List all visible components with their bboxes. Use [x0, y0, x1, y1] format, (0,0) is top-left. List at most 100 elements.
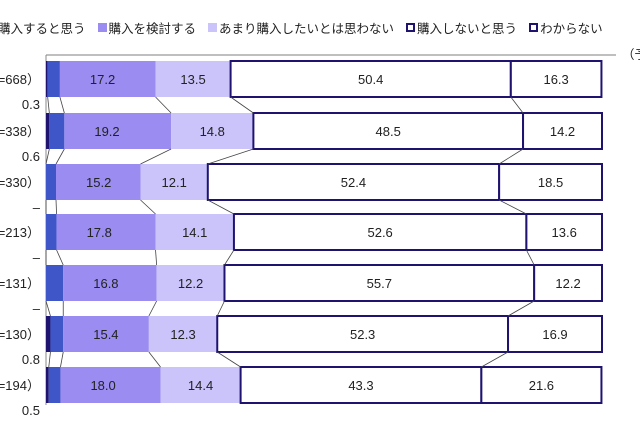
connector-line — [207, 148, 254, 165]
bar-segment — [533, 264, 604, 302]
data-label: 18.5 — [538, 175, 563, 190]
data-label: 19.2 — [94, 124, 119, 139]
bar-segment — [59, 61, 156, 97]
connector-line — [481, 351, 509, 368]
data-label: 52.6 — [367, 225, 392, 240]
legend-item: あまり購入したいとは思わない — [208, 18, 394, 37]
bar-segment — [46, 316, 51, 352]
connector-line — [45, 148, 50, 165]
bar-segment — [155, 61, 231, 97]
legend-item: 購入しないと思う — [406, 18, 517, 37]
connector-line — [155, 96, 172, 114]
connector-line — [230, 96, 254, 114]
bar-segment — [49, 113, 65, 149]
category-label: =131） — [0, 276, 40, 291]
data-label: 14.8 — [200, 124, 225, 139]
bar-segment — [56, 164, 141, 200]
bar-segment — [232, 213, 528, 251]
data-label: 52.3 — [350, 327, 375, 342]
category-label: =338） — [0, 124, 40, 139]
unit-label: （予 — [622, 47, 640, 62]
category-label: =194） — [0, 378, 40, 393]
connector-line — [510, 96, 524, 114]
bar-segment — [252, 112, 525, 150]
bar-segment — [46, 164, 57, 200]
data-label: 48.5 — [376, 124, 401, 139]
data-label: 0.8 — [22, 352, 40, 367]
bar-segment — [507, 315, 604, 353]
data-label: – — [33, 200, 41, 215]
legend-label: わからない — [540, 21, 603, 36]
bar-segment — [46, 61, 48, 97]
category-label: =130） — [0, 327, 40, 342]
bar-segment — [50, 316, 64, 352]
data-label: 0.5 — [22, 403, 40, 418]
bar-segment — [48, 367, 61, 403]
connector-line — [155, 249, 158, 266]
bar-segment — [148, 316, 218, 352]
legend-label: 購入すると思う — [0, 21, 86, 36]
legend-item: 購入を検討する — [97, 18, 197, 37]
legend-swatch — [208, 23, 218, 32]
data-label: 17.2 — [90, 72, 115, 87]
bar-segment — [47, 61, 60, 97]
legend-label: あまり購入したいとは思わない — [219, 21, 395, 36]
connector-line — [507, 300, 535, 317]
connector-line — [216, 300, 225, 317]
data-label: 12.2 — [555, 276, 580, 291]
connector-line — [498, 148, 524, 165]
bar-segment — [63, 316, 149, 352]
connector-line — [148, 351, 161, 368]
legend-item: わからない — [529, 18, 603, 37]
data-label: 14.1 — [182, 225, 207, 240]
data-label: 43.3 — [348, 378, 373, 393]
connector-line — [47, 96, 50, 114]
bar-segment — [239, 366, 483, 404]
legend-label: 購入しないと思う — [417, 21, 518, 36]
legend: 購入すると思う 購入を検討する あまり購入したいとは思わない 購入しないと思う わからな… — [0, 18, 603, 37]
bar-segment — [140, 164, 208, 200]
connector-line — [224, 249, 235, 266]
bar-segment — [498, 163, 604, 201]
data-label: 12.1 — [162, 175, 187, 190]
legend-swatch — [97, 23, 107, 32]
legend-label: 購入を検討する — [108, 21, 197, 36]
category-label: =668） — [0, 72, 40, 87]
connector-line — [55, 148, 65, 165]
data-label: 16.3 — [543, 72, 568, 87]
legend-swatch — [406, 23, 416, 32]
bar-segment — [223, 264, 536, 302]
bar-segment — [156, 265, 225, 301]
data-label: 0.6 — [22, 149, 40, 164]
data-label: 16.8 — [93, 276, 118, 291]
data-label: 14.4 — [188, 378, 213, 393]
data-label: 15.4 — [93, 327, 118, 342]
data-label: 17.8 — [87, 225, 112, 240]
bar-segment — [46, 214, 57, 250]
bar-segment — [206, 163, 501, 201]
connector-line — [207, 199, 235, 215]
bar-segment — [46, 367, 49, 403]
bar-segment — [46, 113, 50, 149]
data-label: 21.6 — [529, 378, 554, 393]
bar-segment — [46, 265, 64, 301]
legend-item: 購入すると思う — [0, 18, 86, 37]
data-label: 15.2 — [86, 175, 111, 190]
connector-line — [45, 300, 51, 317]
data-label: 14.2 — [550, 124, 575, 139]
connector-line — [60, 351, 64, 368]
bar-segment — [155, 214, 234, 250]
bar-segment — [64, 113, 172, 149]
connector-line — [59, 96, 65, 114]
bar-segment — [522, 112, 603, 150]
connector-line — [55, 199, 57, 215]
data-label: 12.2 — [178, 276, 203, 291]
bar-segment — [63, 265, 157, 301]
bar-segment — [509, 60, 603, 98]
connector-line — [148, 300, 157, 317]
data-label: 50.4 — [358, 72, 383, 87]
data-label: 13.5 — [180, 72, 205, 87]
data-label: 0.3 — [22, 97, 40, 112]
connector-line — [140, 148, 172, 165]
data-label: 16.9 — [542, 327, 567, 342]
